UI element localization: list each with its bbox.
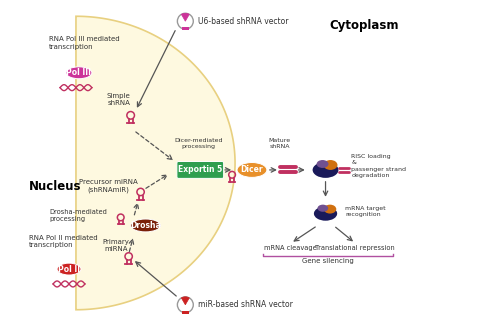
Ellipse shape bbox=[318, 205, 328, 212]
Text: Exportin 5: Exportin 5 bbox=[178, 165, 223, 174]
Text: mRNA target
recognition: mRNA target recognition bbox=[346, 206, 386, 217]
Text: Drosha: Drosha bbox=[130, 221, 161, 230]
Text: Simple
shRNA: Simple shRNA bbox=[107, 93, 131, 107]
Text: RISC loading
&
passenger strand
degradation: RISC loading & passenger strand degradat… bbox=[351, 154, 407, 178]
Ellipse shape bbox=[237, 162, 267, 177]
Ellipse shape bbox=[66, 67, 92, 79]
Text: Nucleus: Nucleus bbox=[29, 180, 81, 193]
Text: RNA Pol III mediated
transcription: RNA Pol III mediated transcription bbox=[49, 37, 120, 50]
Wedge shape bbox=[182, 13, 189, 21]
Text: Drosha-mediated
processing: Drosha-mediated processing bbox=[49, 209, 107, 223]
Ellipse shape bbox=[131, 219, 161, 232]
Text: Precursor miRNA
(shRNAmiR): Precursor miRNA (shRNAmiR) bbox=[80, 179, 138, 193]
Ellipse shape bbox=[324, 160, 338, 170]
Text: Dicer-mediated
processing: Dicer-mediated processing bbox=[174, 138, 223, 149]
Text: Pol III: Pol III bbox=[66, 68, 91, 77]
Ellipse shape bbox=[324, 205, 336, 214]
Ellipse shape bbox=[317, 160, 328, 168]
Ellipse shape bbox=[57, 263, 81, 275]
Text: Mature
shRNA: Mature shRNA bbox=[269, 138, 291, 149]
Text: miR-based shRNA vector: miR-based shRNA vector bbox=[198, 300, 293, 309]
Polygon shape bbox=[76, 16, 235, 310]
Wedge shape bbox=[182, 297, 189, 305]
Bar bbox=[182, 27, 189, 30]
Text: Primary
miRNA: Primary miRNA bbox=[102, 239, 129, 252]
Text: RNA Pol II mediated
transcription: RNA Pol II mediated transcription bbox=[29, 235, 98, 248]
Text: U6-based shRNA vector: U6-based shRNA vector bbox=[198, 17, 289, 26]
Ellipse shape bbox=[313, 162, 339, 178]
Bar bbox=[182, 311, 189, 314]
Ellipse shape bbox=[314, 206, 337, 221]
Text: Translational repression: Translational repression bbox=[315, 245, 395, 251]
Text: Cytoplasm: Cytoplasm bbox=[329, 19, 399, 32]
Text: Pol II: Pol II bbox=[58, 265, 80, 274]
FancyBboxPatch shape bbox=[177, 161, 224, 178]
Text: mRNA cleavage: mRNA cleavage bbox=[264, 245, 317, 251]
Text: Gene silencing: Gene silencing bbox=[302, 258, 354, 264]
Text: Dicer: Dicer bbox=[241, 165, 263, 174]
